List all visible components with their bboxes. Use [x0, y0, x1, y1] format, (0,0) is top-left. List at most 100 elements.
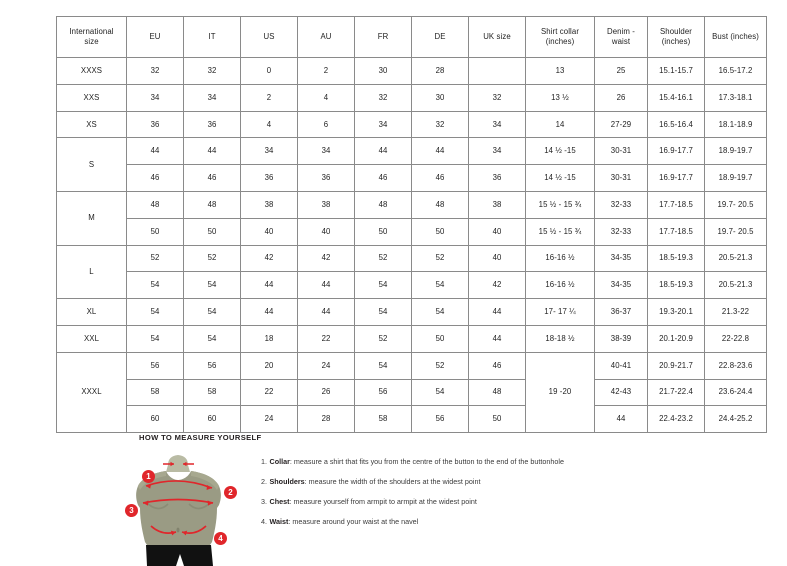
torso-figure-illustration: 1 2 3 4: [116, 448, 248, 566]
international-size-table: International size EU IT US AU FR DE UK …: [56, 16, 767, 434]
column-header-fr: FR: [354, 16, 412, 58]
cell-uk: 44: [468, 324, 526, 353]
table-row: XXS 34 34 2 4 32 30 32 13 ½ 26 15.4-16.1 17.3-18.1: [56, 83, 767, 112]
cell-uk: 44: [468, 298, 526, 326]
cell-de: 56: [411, 405, 469, 434]
cell-it: 34: [183, 83, 241, 112]
size-label-cell: S: [56, 137, 127, 192]
cell-denim: 27-29: [594, 110, 648, 139]
cell-us: 20: [240, 351, 298, 380]
cell-uk: 38: [468, 190, 526, 219]
table-row: 58 58 22 26 56 54 48 42-43 21.7-22.4 23.6-24.4: [57, 378, 767, 407]
cell-denim: 32-33: [594, 217, 648, 246]
cell-shoulder: 15.4-16.1: [647, 83, 705, 112]
chest-arrowhead-left: [143, 500, 149, 506]
cell-bust: 23.6-24.4: [704, 378, 767, 407]
cell-collar: 18-18 ½: [525, 324, 595, 353]
step-term: Waist: [269, 517, 289, 527]
column-header-eu: EU: [126, 16, 184, 58]
cell-au: 4: [297, 83, 355, 112]
cell-us: 34: [240, 137, 298, 166]
cell-shoulder: 16.9-17.7: [647, 137, 705, 166]
cell-denim: 44: [594, 405, 648, 434]
cell-it: 32: [183, 57, 241, 85]
cell-uk: 32: [468, 83, 526, 112]
torso-shape: [136, 471, 221, 548]
cell-fr: 46: [354, 164, 412, 192]
size-label-cell: L: [56, 244, 127, 300]
shorts-shape: [146, 545, 213, 566]
table-row: 54 54 44 44 54 54 42 16-16 ½ 34-35 18.5-19.3 20.5-…: [57, 271, 767, 300]
cell-au: 24: [297, 351, 355, 380]
step-number: 1.: [261, 457, 267, 467]
table-row: XXXS 32 32 0 2 30 28 13 25 15.1-15.7 16.5-17.2: [56, 57, 767, 85]
column-header-au: AU: [297, 16, 355, 58]
callout-badge-4: 4: [214, 532, 227, 545]
cell-us: 44: [240, 271, 298, 300]
cell-de: 32: [411, 110, 469, 139]
cell-fr: 44: [354, 137, 412, 166]
cell-bust: 16.5-17.2: [704, 57, 767, 85]
cell-fr: 56: [354, 378, 412, 407]
header-line-1: Shoulder: [659, 27, 692, 37]
table-row: XS 36 36 4 6 34 32 34 14 27-29 16.5-16.4 18.1-18.9: [56, 110, 767, 139]
cell-bust: 18.9-19.7: [704, 137, 767, 166]
cell-us: 40: [240, 217, 298, 246]
header-line-1: Denim -: [607, 27, 635, 37]
cell-shoulder: 21.7-22.4: [647, 378, 705, 407]
cell-uk: 36: [468, 164, 526, 192]
waist-arrowhead-right: [182, 530, 188, 536]
cell-denim: 36-37: [594, 298, 648, 326]
cell-uk: [468, 57, 526, 85]
cell-eu: 58: [126, 378, 184, 407]
table-header-row: International size EU IT US AU FR DE UK …: [56, 16, 767, 58]
cell-us: 18: [240, 324, 298, 353]
cell-eu: 50: [126, 217, 184, 246]
cell-it: 50: [183, 217, 241, 246]
cell-bust: 19.7- 20.5: [704, 190, 767, 219]
cell-de: 50: [411, 217, 469, 246]
cell-it: 52: [183, 244, 241, 273]
cell-shoulder: 20.9-21.7: [647, 351, 705, 380]
cell-denim: 38-39: [594, 324, 648, 353]
cell-us: 36: [240, 164, 298, 192]
cell-au: 6: [297, 110, 355, 139]
table-row: 50 50 40 40 50 50 40 15 ½ - 15 ¾ 32-33 17.7-18.5 1…: [57, 217, 767, 246]
measure-step: 4. Waist: measure around your waist at th…: [261, 512, 731, 532]
cell-denim: 40-41: [594, 351, 648, 380]
cell-uk: 40: [468, 244, 526, 273]
table-row: XXL 54 54 18 22 52 50 44 18-18 ½ 38-39 20.1-20.9 22…: [56, 324, 767, 353]
step-description: : measure yourself from armpit to armpit…: [289, 497, 477, 507]
cell-de: 46: [411, 164, 469, 192]
cell-denim: 34-35: [594, 271, 648, 300]
header-line-2: (inches): [545, 37, 575, 46]
cell-bust: 22.8-23.6: [704, 351, 767, 380]
cell-de: 52: [411, 244, 469, 273]
cell-collar: 13 ½: [525, 83, 595, 112]
cell-us: 22: [240, 378, 298, 407]
cell-bust: 24.4-25.2: [704, 405, 767, 434]
table-row: XL 54 54 44 44 54 54 44 17- 17 ¼ 36-37 19.3-20.1 21…: [56, 298, 767, 326]
cell-au: 38: [297, 190, 355, 219]
cell-it: 54: [183, 298, 241, 326]
column-header-denim-waist: Denim - waist: [594, 16, 648, 58]
cell-de: 52: [411, 351, 469, 380]
cell-us: 2: [240, 83, 298, 112]
shoulders-arrowhead-right: [206, 485, 212, 490]
cell-collar: 19 -20: [525, 351, 595, 434]
cell-denim: 30-31: [594, 137, 648, 166]
cell-it: 48: [183, 190, 241, 219]
cell-fr: 54: [354, 271, 412, 300]
cell-shoulder: 19.3-20.1: [647, 298, 705, 326]
collar-arrowhead-right: [183, 461, 187, 467]
cell-uk: 34: [468, 137, 526, 166]
navel-mark: [176, 527, 180, 533]
cell-eu: 36: [126, 110, 184, 139]
cell-bust: 21.3-22: [704, 298, 767, 326]
cell-shoulder: 16.5-16.4: [647, 110, 705, 139]
cell-eu: 60: [126, 405, 184, 434]
callout-badge-3: 3: [125, 504, 138, 517]
step-term: Collar: [269, 457, 290, 467]
step-term: Shoulders: [269, 477, 305, 487]
cell-de: 54: [411, 298, 469, 326]
